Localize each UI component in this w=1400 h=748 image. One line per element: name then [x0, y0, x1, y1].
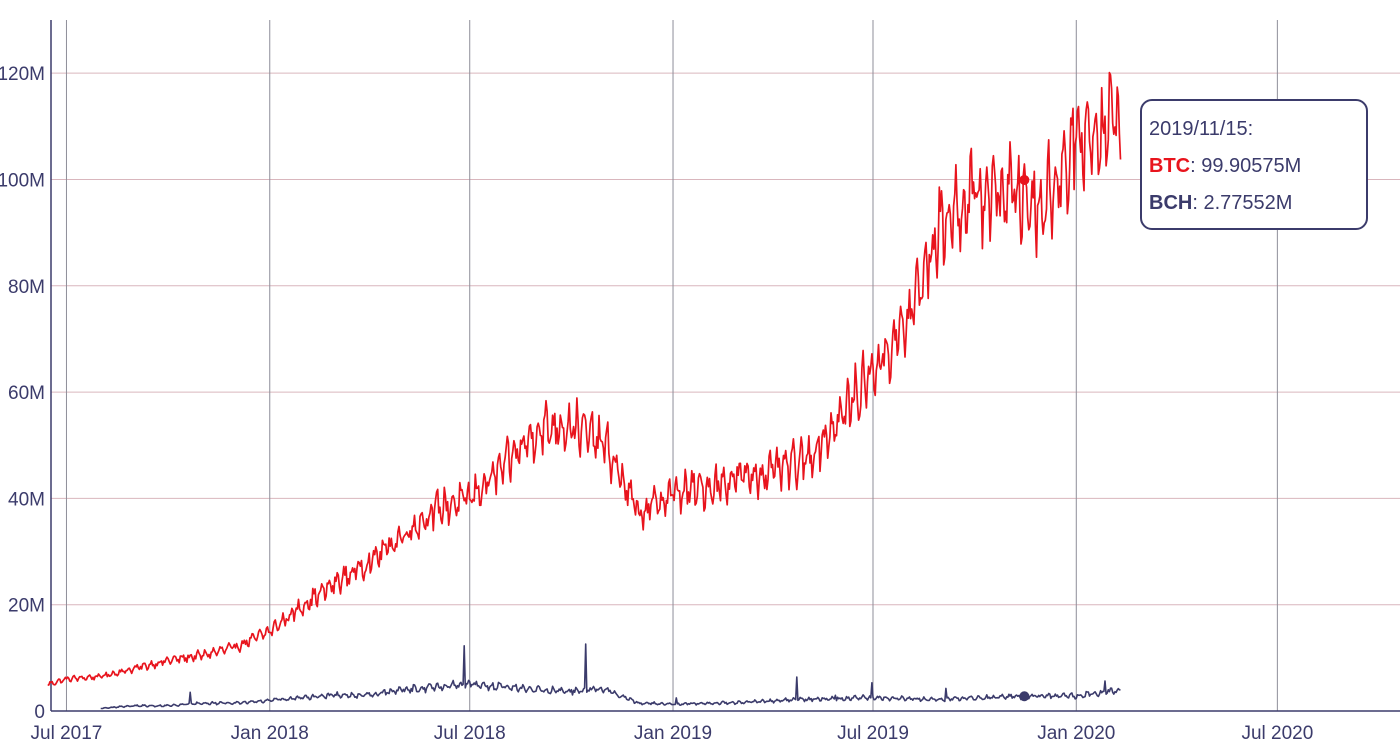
x-tick-label: Jan 2018: [231, 723, 309, 744]
y-tick-label: 80M: [8, 277, 45, 298]
y-tick-labels: 0 20M 40M 60M 80M 100M 120M: [0, 64, 45, 723]
y-tick-label: 60M: [8, 383, 45, 404]
tooltip-bch-row: BCH: 2.77552M: [1149, 188, 1366, 225]
vertical-gridlines: [65, 20, 1278, 711]
horizontal-gridlines: [51, 72, 1400, 606]
tooltip-btc-value: : 99.90575M: [1190, 155, 1302, 177]
tooltip-date: 2019/11/15:: [1149, 118, 1254, 140]
tooltip-btc-row: BTC: 99.90575M: [1149, 151, 1366, 188]
y-tick-label: 0: [34, 702, 45, 723]
tooltip-bch-label: BCH: [1149, 192, 1193, 214]
series-line-bch: [100, 643, 1121, 710]
x-tick-label: Jan 2019: [634, 723, 712, 744]
x-tick-label: Jul 2019: [837, 723, 909, 744]
y-tick-label: 20M: [8, 596, 45, 617]
series-line-btc: [47, 71, 1122, 686]
x-tick-label: Jul 2017: [31, 723, 103, 744]
hover-markers: [1019, 174, 1030, 702]
tooltip: 2019/11/15: BTC: 99.90575M BCH: 2.77552M: [1140, 99, 1368, 230]
x-tick-labels: Jul 2017 Jan 2018 Jul 2018 Jan 2019 Jul 2019…: [31, 723, 1314, 744]
hover-marker-btc: [1019, 174, 1030, 185]
tooltip-bch-value: : 2.77552M: [1192, 192, 1293, 214]
y-tick-label: 100M: [0, 170, 45, 191]
y-tick-label: 40M: [8, 489, 45, 510]
x-tick-label: Jul 2018: [434, 723, 506, 744]
y-tick-label: 120M: [0, 64, 45, 85]
tooltip-btc-label: BTC: [1149, 155, 1191, 177]
hover-marker-bch: [1019, 691, 1030, 702]
series-layer: [47, 71, 1122, 710]
x-tick-label: Jan 2020: [1037, 723, 1115, 744]
x-tick-label: Jul 2020: [1241, 723, 1313, 744]
